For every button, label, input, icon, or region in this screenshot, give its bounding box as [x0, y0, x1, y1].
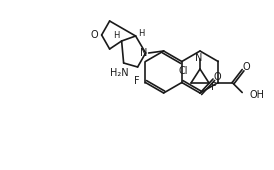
Text: H: H: [113, 30, 120, 39]
Text: Cl: Cl: [178, 66, 188, 76]
Text: N: N: [140, 48, 147, 58]
Text: N: N: [195, 53, 203, 63]
Text: OH: OH: [249, 89, 264, 99]
Text: H₂N: H₂N: [110, 68, 129, 78]
Text: O: O: [213, 72, 221, 82]
Text: O: O: [242, 63, 250, 72]
Text: H: H: [138, 29, 145, 38]
Text: O: O: [91, 30, 98, 40]
Text: F: F: [134, 75, 139, 86]
Text: F: F: [211, 82, 217, 92]
